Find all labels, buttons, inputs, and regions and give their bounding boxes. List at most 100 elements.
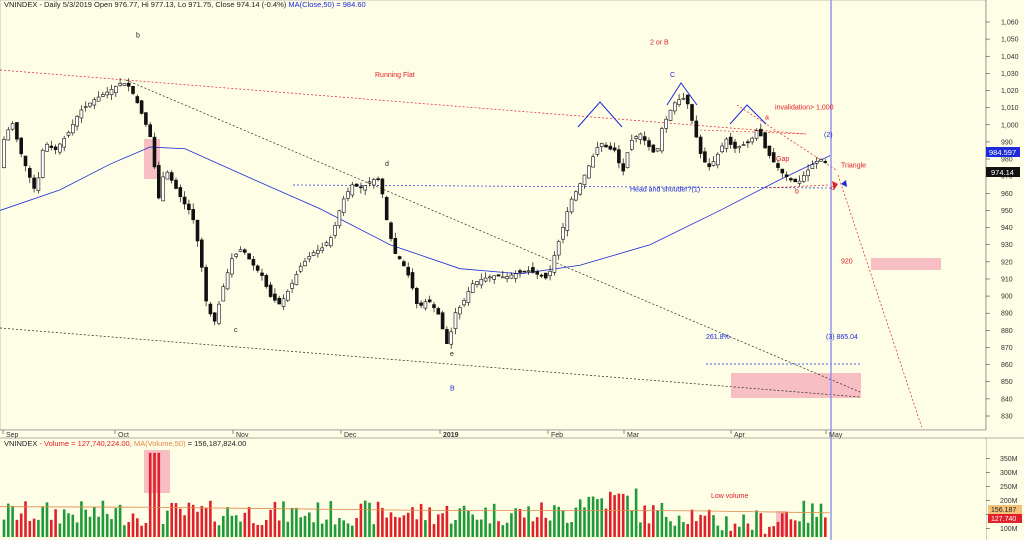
volume-bar xyxy=(381,507,384,537)
volume-bar xyxy=(716,525,720,537)
volume-bar xyxy=(88,516,92,537)
volume-bar xyxy=(733,523,737,537)
volume-bar xyxy=(80,501,83,537)
volume-ma-line xyxy=(0,506,831,514)
volume-ma-tag: 156.187 xyxy=(988,505,1022,514)
candle-body xyxy=(634,136,638,139)
right-shoulder-mark xyxy=(729,104,767,125)
volume-bar xyxy=(15,519,19,537)
volume-spike-zone xyxy=(144,450,170,493)
chart-annotation: 920 xyxy=(841,259,853,266)
candle-body xyxy=(320,247,325,251)
volume-bar xyxy=(626,495,629,537)
candle-body xyxy=(423,301,428,309)
volume-header-ma-label: MA(Volume,50) xyxy=(134,439,186,448)
price-tick-label: 1,040 xyxy=(1001,54,1019,61)
candle-body xyxy=(311,252,316,256)
volume-bar xyxy=(587,496,591,537)
volume-bar xyxy=(110,519,113,537)
volume-bar xyxy=(677,515,681,537)
volume-bar xyxy=(329,501,333,537)
candle-body xyxy=(561,227,565,240)
candle-body xyxy=(483,277,488,282)
candle-body xyxy=(526,270,531,272)
volume-bar xyxy=(467,510,470,537)
candle-body xyxy=(797,180,802,184)
candle-body xyxy=(720,145,724,153)
candle-body xyxy=(531,267,535,273)
volume-bar xyxy=(148,452,152,537)
price-tick-label: 850 xyxy=(1001,379,1013,386)
volume-bar xyxy=(204,507,208,537)
volume-bar xyxy=(105,513,109,537)
candle-body xyxy=(118,83,122,86)
candle-body xyxy=(741,144,746,146)
volume-bar xyxy=(282,501,285,537)
volume-bar xyxy=(531,521,535,537)
volume-tick-label: 250M xyxy=(1000,484,1018,491)
volume-bar xyxy=(394,516,397,537)
volume-bar xyxy=(621,493,625,537)
volume-bar xyxy=(768,526,771,537)
candle-body xyxy=(539,274,544,277)
candle-body xyxy=(703,151,707,163)
date-tick-label: Oct xyxy=(118,432,129,439)
candle-body xyxy=(354,183,359,187)
candle-body xyxy=(543,272,548,279)
volume-bar xyxy=(695,521,698,537)
candle-body xyxy=(290,282,294,289)
volume-last-tag: 127.740 xyxy=(988,514,1022,523)
candle-body xyxy=(208,303,213,315)
candle-body xyxy=(200,239,204,268)
volume-bar xyxy=(419,503,423,537)
volume-bar xyxy=(123,525,126,537)
candle-body xyxy=(79,109,84,119)
price-tick-label: 1,000 xyxy=(1001,122,1019,129)
candle-body xyxy=(221,286,226,302)
candle-body xyxy=(668,109,673,121)
volume-bar xyxy=(230,515,234,537)
volume-bar xyxy=(355,518,358,537)
candle-body xyxy=(126,82,131,87)
volume-bar xyxy=(789,519,793,537)
volume-bar xyxy=(351,525,354,537)
volume-bar xyxy=(346,523,350,537)
candle-body xyxy=(793,178,798,183)
chart-annotation: b xyxy=(795,188,799,195)
candle-body xyxy=(341,198,346,213)
candle-body xyxy=(268,284,273,297)
price-tick-label: 940 xyxy=(1001,225,1013,232)
candle-body xyxy=(10,123,15,130)
price-tick-label: 860 xyxy=(1001,362,1013,369)
price-tick-label: 1,030 xyxy=(1001,71,1019,78)
candle-body xyxy=(819,159,823,162)
volume-bar xyxy=(488,523,492,537)
chart-annotation: e xyxy=(450,351,454,358)
candle-body xyxy=(629,140,634,150)
candle-body xyxy=(574,191,578,201)
price-tick-label: 880 xyxy=(1001,328,1013,335)
volume-bar xyxy=(234,515,238,537)
candle-body xyxy=(66,132,71,136)
ma-price-tag-label: 984.597 xyxy=(989,148,1016,157)
date-tick-label: Feb xyxy=(551,432,563,439)
candle-body xyxy=(612,147,617,151)
candle-body xyxy=(298,265,303,272)
candle-body xyxy=(204,267,208,302)
candle-body xyxy=(281,298,286,307)
volume-bar xyxy=(535,517,539,537)
candle-body xyxy=(328,237,333,247)
date-strip xyxy=(0,430,1024,438)
volume-bar xyxy=(376,501,380,537)
candle-body xyxy=(552,255,557,273)
volume-bar xyxy=(548,520,552,537)
price-tick-label: 1,010 xyxy=(1001,105,1019,112)
chart-annotation: B xyxy=(450,385,455,392)
volume-bar xyxy=(484,507,487,537)
candle-body xyxy=(152,136,157,168)
candle-body xyxy=(114,86,118,94)
price-axis: 830 840 850 860 870 880 890 900 910 920 930 940 950 9… xyxy=(986,19,1019,421)
candle-body xyxy=(406,266,411,276)
candle-body xyxy=(225,272,230,290)
candle-body xyxy=(586,165,591,179)
